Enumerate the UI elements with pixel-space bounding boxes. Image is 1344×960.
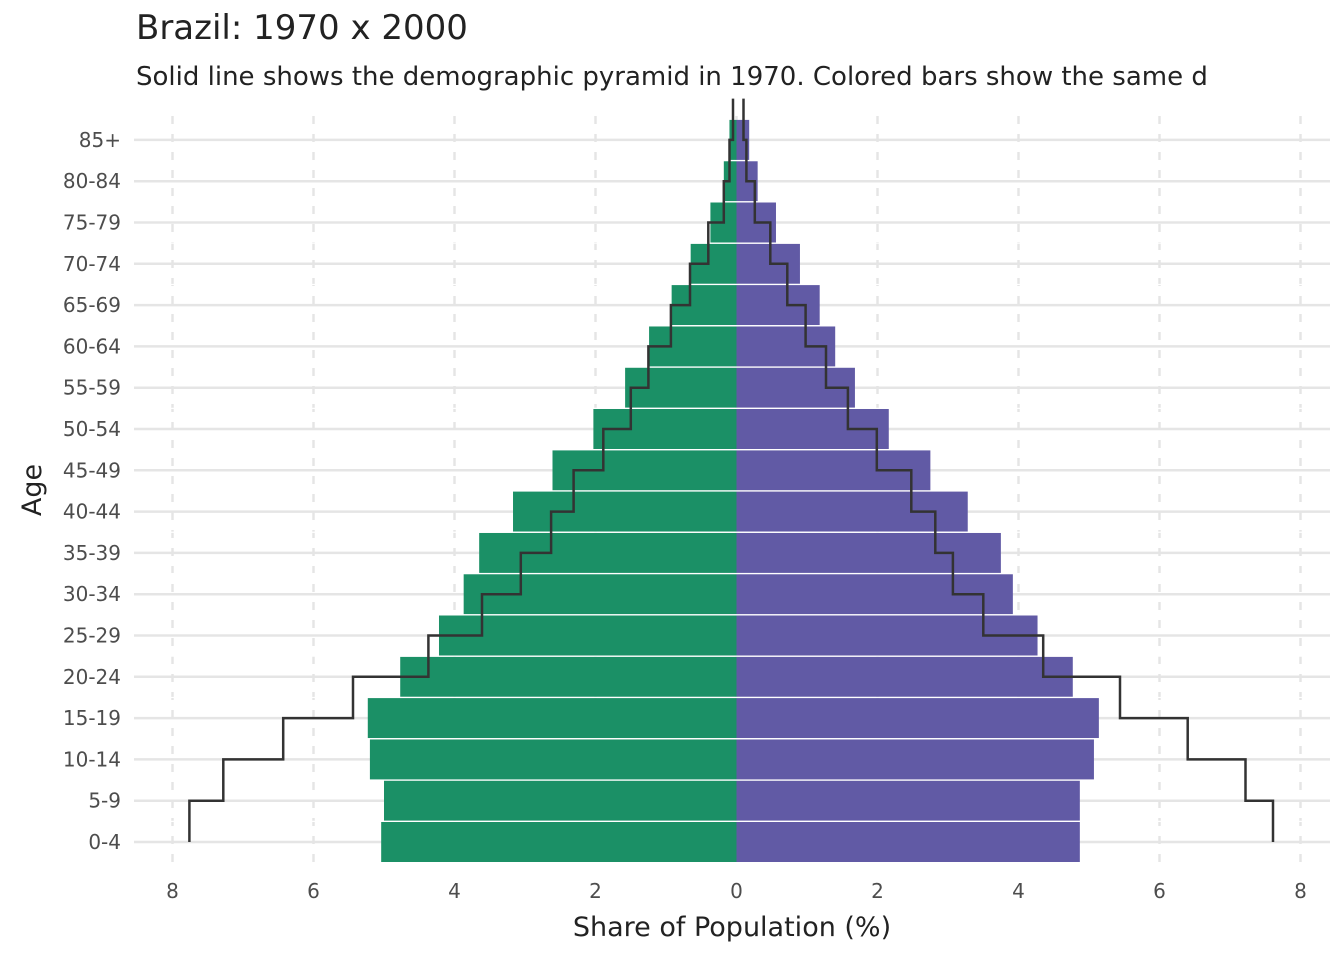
x-tick-label: 2	[589, 879, 602, 903]
y-tick-label: 65-69	[63, 293, 121, 317]
x-tick-label: 0	[730, 879, 743, 903]
y-tick-label: 70-74	[63, 252, 121, 276]
y-tick-label: 15-19	[63, 706, 121, 730]
y-tick-label: 75-79	[63, 211, 121, 235]
y-tick-label: 45-49	[63, 458, 121, 482]
y-tick-label: 30-34	[63, 582, 121, 606]
x-tick-label: 2	[871, 879, 884, 903]
y-tick-label: 80-84	[63, 169, 121, 193]
bar-right-10-14	[736, 739, 1094, 780]
line-1970-left	[188, 98, 735, 842]
y-tick-labels: 0-4 5-9 10-14 15-19 20-24 25-29 30-34 35-39 40-4…	[63, 128, 121, 854]
bar-right-20-24	[736, 656, 1073, 697]
y-tick-label: 5-9	[88, 789, 121, 813]
y-tick-label: 40-44	[63, 500, 121, 524]
bar-right-5-9	[736, 780, 1080, 821]
bar-right-15-19	[736, 698, 1099, 739]
y-tick-label: 35-39	[63, 541, 121, 565]
x-tick-label: 8	[1294, 879, 1307, 903]
bar-left-40-44	[513, 491, 737, 532]
y-tick-label: 50-54	[63, 417, 121, 441]
bar-left-15-19	[367, 698, 737, 739]
x-axis-title: Share of Population (%)	[573, 912, 891, 943]
bar-right-65-69	[736, 285, 820, 326]
x-tick-label: 4	[1012, 879, 1025, 903]
y-axis-title: Age	[17, 464, 48, 516]
x-tick-label: 6	[1153, 879, 1166, 903]
chart-title: Brazil: 1970 x 2000	[136, 8, 468, 48]
line-1970	[188, 98, 1275, 842]
bar-left-35-39	[479, 532, 737, 573]
bar-left-20-24	[400, 656, 737, 697]
bar-left-0-4	[381, 822, 737, 862]
bar-right-70-74	[736, 243, 800, 284]
y-tick-label: 0-4	[88, 830, 121, 854]
bar-left-5-9	[384, 780, 737, 821]
y-tick-label: 60-64	[63, 334, 121, 358]
y-tick-label: 55-59	[63, 376, 121, 400]
x-tick-label: 8	[166, 879, 179, 903]
y-tick-label: 85+	[79, 128, 121, 152]
line-1970-right	[742, 98, 1275, 842]
bar-left-25-29	[438, 615, 737, 656]
y-tick-label: 25-29	[63, 624, 121, 648]
bar-right-0-4	[736, 822, 1080, 862]
chart-subtitle: Solid line shows the demographic pyramid…	[136, 62, 1208, 92]
y-tick-label: 10-14	[63, 747, 121, 771]
x-tick-labels: 8 6 4 2 0 2 4 6 8	[166, 879, 1307, 903]
bars	[140, 119, 1330, 862]
x-tick-label: 6	[307, 879, 320, 903]
bar-right-35-39	[736, 532, 1001, 573]
bar-left-10-14	[369, 739, 737, 780]
y-tick-label: 20-24	[63, 665, 121, 689]
x-tick-label: 4	[448, 879, 461, 903]
